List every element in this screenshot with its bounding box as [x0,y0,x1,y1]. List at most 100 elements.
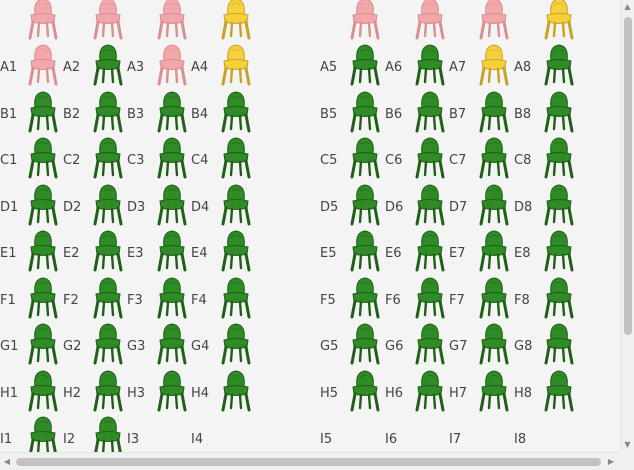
chair-icon[interactable] [221,368,251,412]
chair-icon[interactable] [479,42,509,86]
seat-label: F1 [0,293,16,308]
chair-icon[interactable] [28,275,58,319]
seat-label: I6 [385,432,398,447]
chair-icon[interactable] [544,321,574,365]
chair-icon[interactable] [93,321,123,365]
chair-icon[interactable] [93,135,123,179]
seat-label: F3 [127,293,143,308]
chevron-up-icon[interactable]: ▲ [624,2,631,11]
chair-icon[interactable] [350,275,380,319]
chair-icon[interactable] [28,368,58,412]
chair-icon[interactable] [415,321,445,365]
seat-label: H8 [514,386,533,401]
chair-icon[interactable] [221,275,251,319]
chevron-down-icon[interactable]: ▼ [624,440,631,449]
chair-icon[interactable] [544,135,574,179]
chair-icon[interactable] [28,414,58,452]
seat-label: I2 [63,432,76,447]
seat-label: B8 [514,107,532,122]
seat-label: H1 [0,386,19,401]
chair-icon[interactable] [479,182,509,226]
chair-icon[interactable] [157,275,187,319]
chair-icon[interactable] [221,228,251,272]
chair-icon[interactable] [544,228,574,272]
seat-label: G4 [191,339,210,354]
chair-icon[interactable] [415,182,445,226]
seat-label: E2 [63,246,80,261]
chair-icon[interactable] [28,228,58,272]
chair-icon [93,0,123,40]
vertical-scrollbar[interactable]: ▲ ▼ [620,0,634,452]
seat-label: B6 [385,107,403,122]
chair-icon[interactable] [93,368,123,412]
chair-icon[interactable] [221,321,251,365]
chair-icon[interactable] [157,89,187,133]
chair-icon[interactable] [157,228,187,272]
chair-icon[interactable] [350,368,380,412]
seat-label: E6 [385,246,402,261]
chair-icon[interactable] [479,89,509,133]
seat-label: B2 [63,107,81,122]
chair-icon[interactable] [93,228,123,272]
chair-icon[interactable] [157,135,187,179]
chair-icon[interactable] [350,135,380,179]
chair-icon[interactable] [350,321,380,365]
chair-icon[interactable] [415,42,445,86]
chevron-left-icon[interactable]: ◀ [3,457,11,466]
chair-icon[interactable] [544,42,574,86]
chair-icon[interactable] [221,42,251,86]
chair-icon[interactable] [221,89,251,133]
chair-icon[interactable] [544,275,574,319]
seat-label: C5 [320,153,338,168]
chair-icon[interactable] [93,89,123,133]
chair-icon[interactable] [544,182,574,226]
horizontal-scroll-thumb[interactable] [16,458,601,466]
chair-icon[interactable] [221,135,251,179]
chair-icon[interactable] [479,368,509,412]
chair-icon[interactable] [544,0,574,40]
chair-icon[interactable] [350,42,380,86]
seat-label: B7 [449,107,467,122]
chair-icon[interactable] [415,89,445,133]
chair-icon[interactable] [479,275,509,319]
chair-icon[interactable] [221,182,251,226]
seat-label: G2 [63,339,82,354]
seat-label: C1 [0,153,18,168]
chair-icon[interactable] [415,368,445,412]
chair-icon [157,42,187,86]
vertical-scroll-thumb[interactable] [624,17,632,335]
chair-icon[interactable] [415,228,445,272]
seat-label: C3 [127,153,145,168]
chair-icon[interactable] [350,89,380,133]
seat-label: A1 [0,60,18,75]
chair-icon [28,0,58,40]
chair-icon[interactable] [415,135,445,179]
chair-icon[interactable] [28,182,58,226]
chair-icon[interactable] [479,135,509,179]
chair-icon[interactable] [93,414,123,452]
chair-icon[interactable] [157,368,187,412]
chair-icon [350,0,380,40]
chair-icon[interactable] [221,0,251,40]
chair-icon[interactable] [415,275,445,319]
chair-icon[interactable] [93,182,123,226]
chair-icon[interactable] [157,182,187,226]
horizontal-scrollbar[interactable]: ◀ ▶ [0,452,620,470]
chair-icon[interactable] [28,89,58,133]
chair-icon[interactable] [350,182,380,226]
chair-icon[interactable] [350,228,380,272]
chair-icon[interactable] [544,89,574,133]
chair-icon[interactable] [93,42,123,86]
chair-icon[interactable] [544,368,574,412]
seat-label: A5 [320,60,338,75]
chair-icon[interactable] [479,321,509,365]
chair-icon [415,0,445,40]
seat-label: A8 [514,60,532,75]
seat-label: B1 [0,107,18,122]
chair-icon[interactable] [28,321,58,365]
chair-icon[interactable] [157,321,187,365]
chevron-right-icon[interactable]: ▶ [607,457,615,466]
chair-icon[interactable] [28,135,58,179]
chair-icon[interactable] [93,275,123,319]
chair-icon[interactable] [479,228,509,272]
